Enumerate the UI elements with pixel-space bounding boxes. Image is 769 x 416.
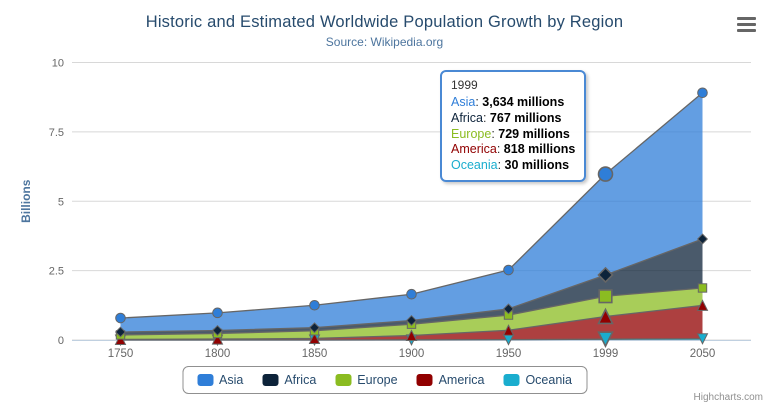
marker-square-europe[interactable] bbox=[697, 283, 708, 293]
legend-item-america[interactable]: America bbox=[416, 373, 485, 387]
marker-circle-asia[interactable] bbox=[212, 307, 223, 319]
legend: Asia Africa Europe America Oceania bbox=[182, 366, 587, 394]
marker-diamond-africa[interactable] bbox=[308, 322, 321, 334]
x-axis-label: 1800 bbox=[205, 348, 231, 360]
y-axis-label: 0 bbox=[58, 335, 64, 347]
credits-link[interactable]: Highcharts.com bbox=[693, 392, 763, 403]
y-axis-label: 2.5 bbox=[49, 266, 64, 278]
x-axis-label: 1900 bbox=[399, 348, 425, 360]
hamburger-bar bbox=[737, 23, 756, 26]
legend-label: Asia bbox=[219, 373, 244, 387]
legend-item-europe[interactable]: Europe bbox=[335, 373, 398, 387]
marker-diamond-africa[interactable] bbox=[696, 233, 709, 245]
legend-item-asia[interactable]: Asia bbox=[197, 373, 243, 387]
marker-triangle-america[interactable] bbox=[308, 332, 321, 344]
legend-swatch-icon bbox=[197, 374, 213, 386]
legend-label: Oceania bbox=[525, 373, 572, 387]
marker-circle-asia[interactable] bbox=[697, 87, 708, 99]
marker-diamond-africa[interactable] bbox=[405, 314, 418, 326]
x-axis-label: 1850 bbox=[302, 348, 328, 360]
area-series-america[interactable] bbox=[120, 305, 703, 340]
legend-swatch-icon bbox=[503, 374, 520, 386]
legend-swatch-icon bbox=[335, 374, 352, 386]
marker-diamond-africa[interactable] bbox=[502, 303, 515, 315]
marker-circle-asia[interactable] bbox=[115, 312, 126, 324]
hamburger-bar bbox=[737, 29, 756, 32]
marker-diamond-africa[interactable] bbox=[211, 324, 224, 336]
legend-label: America bbox=[438, 373, 485, 387]
legend-item-africa[interactable]: Africa bbox=[262, 373, 316, 387]
x-axis-label: 1750 bbox=[108, 348, 134, 360]
x-axis-label: 1950 bbox=[496, 348, 522, 360]
marker-triangle-america[interactable] bbox=[211, 332, 224, 345]
marker-circle-asia[interactable] bbox=[503, 264, 514, 276]
x-axis-label: 2050 bbox=[690, 348, 716, 360]
marker-circle-asia[interactable] bbox=[597, 166, 614, 182]
chart-title: Historic and Estimated Worldwide Populat… bbox=[145, 13, 624, 31]
x-axis-label: 1999 bbox=[593, 348, 619, 360]
area-series-asia[interactable] bbox=[120, 92, 703, 332]
marker-triangle-america[interactable] bbox=[502, 324, 515, 336]
marker-circle-asia[interactable] bbox=[309, 299, 320, 311]
y-axis-label: 10 bbox=[52, 58, 64, 70]
y-axis-title: Billions bbox=[19, 179, 33, 223]
marker-circle-asia[interactable] bbox=[406, 288, 417, 300]
y-axis-label: 7.5 bbox=[49, 127, 64, 139]
marker-triangle-america[interactable] bbox=[696, 299, 709, 311]
chart-subtitle: Source: Wikipedia.org bbox=[325, 35, 444, 49]
marker-diamond-africa[interactable] bbox=[597, 266, 614, 284]
legend-swatch-icon bbox=[262, 374, 279, 386]
hamburger-bar bbox=[737, 17, 756, 20]
area-series-africa[interactable] bbox=[120, 238, 703, 335]
marker-triangle-down-oceania[interactable] bbox=[597, 331, 614, 348]
marker-diamond-africa[interactable] bbox=[114, 326, 127, 338]
marker-triangle-america[interactable] bbox=[405, 329, 418, 342]
marker-triangle-america[interactable] bbox=[597, 307, 614, 325]
legend-label: Europe bbox=[357, 373, 398, 387]
legend-label: Africa bbox=[284, 373, 317, 387]
y-axis-label: 5 bbox=[58, 196, 64, 208]
marker-square-europe[interactable] bbox=[598, 289, 613, 304]
legend-item-oceania[interactable]: Oceania bbox=[503, 373, 572, 387]
hamburger-menu-icon[interactable] bbox=[737, 16, 756, 33]
legend-swatch-icon bbox=[416, 374, 433, 386]
marker-triangle-down-oceania[interactable] bbox=[696, 333, 709, 345]
